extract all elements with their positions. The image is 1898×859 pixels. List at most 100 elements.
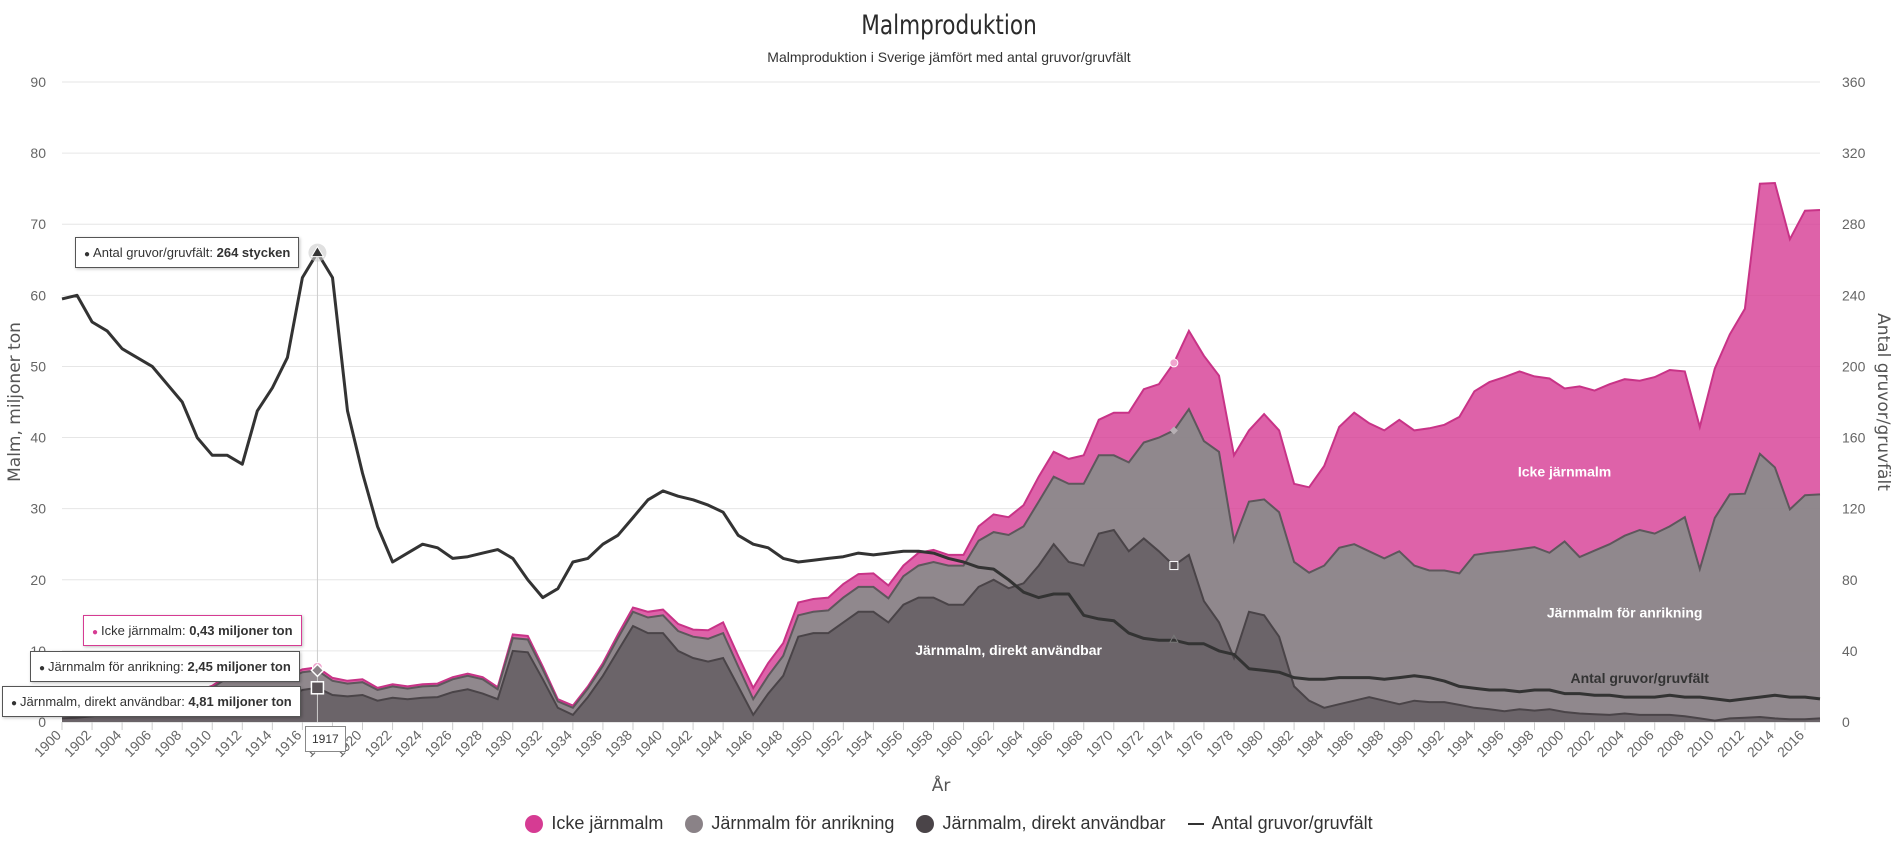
x-tick-label: 1950: [782, 727, 815, 760]
x-tick-label: 1930: [482, 727, 515, 760]
x-tick-label: 1900: [31, 727, 64, 760]
legend: Icke järnmalm Järnmalm för anrikning Jär…: [0, 813, 1898, 834]
y-tick-right: 40: [1842, 643, 1858, 659]
legend-label: Järnmalm, direkt användbar: [942, 813, 1166, 833]
area-label: Järnmalm för anrikning: [1547, 604, 1703, 620]
area-icke-jarnmalm[interactable]: [62, 183, 1820, 715]
x-tick-label: 1912: [211, 727, 244, 760]
chart-title: Malmproduktion: [861, 10, 1037, 41]
tooltip-bullet-icon: ●: [92, 627, 99, 638]
x-tick-label: 1956: [872, 727, 905, 760]
x-tick-label: 1932: [512, 727, 545, 760]
y-tick-right: 160: [1842, 430, 1866, 446]
legend-label: Järnmalm för anrikning: [711, 813, 895, 833]
area-label: Järnmalm, direkt användbar: [915, 642, 1102, 658]
x-tick-label: 1902: [61, 727, 94, 760]
x-tick-label: 2016: [1774, 727, 1807, 760]
area-jarnmalm-direkt[interactable]: [62, 530, 1820, 722]
legend-line-icon: [1187, 822, 1204, 825]
y-tick-left: 80: [30, 145, 46, 161]
y-tick-right: 120: [1842, 501, 1866, 517]
chart-subtitle: Malmproduktion i Sverige jämfört med ant…: [767, 49, 1131, 65]
x-tick-label: 2006: [1623, 727, 1656, 760]
x-tick-label: 1904: [91, 727, 124, 760]
x-tick-label: 1942: [662, 727, 695, 760]
legend-item-antal-gruvor[interactable]: Antal gruvor/gruvfält: [1187, 813, 1373, 834]
y-tick-left: 0: [38, 714, 46, 730]
x-tick-label: 1916: [271, 727, 304, 760]
x-tick-label: 1990: [1383, 727, 1416, 760]
area-label: Icke järnmalm: [1518, 464, 1611, 480]
x-tick-label: 1992: [1413, 727, 1446, 760]
tooltip-bullet-icon: ●: [39, 663, 46, 674]
x-tick-label: 2008: [1654, 727, 1687, 760]
y-tick-right: 200: [1842, 358, 1866, 374]
y-tick-right: 240: [1842, 287, 1866, 303]
area-label: Antal gruvor/gruvfält: [1570, 670, 1709, 686]
y-tick-left: 50: [30, 358, 46, 374]
x-tick-label: 1944: [692, 727, 725, 760]
y-tick-left: 60: [30, 287, 46, 303]
x-tick-label: 1924: [391, 727, 424, 760]
x-tick-label: 1910: [181, 727, 214, 760]
legend-item-icke-jarnmalm[interactable]: Icke järnmalm: [525, 813, 663, 834]
x-tick-label: 1908: [151, 727, 184, 760]
x-tick-label: 2004: [1593, 727, 1626, 760]
legend-item-jarnmalm-direkt[interactable]: Järnmalm, direkt användbar: [916, 813, 1166, 834]
x-tick-label: 2010: [1684, 727, 1717, 760]
legend-dot-icon: [916, 814, 935, 833]
x-tick-label: 1998: [1503, 727, 1536, 760]
tooltip-bullet-icon: ●: [84, 249, 91, 260]
y-tick-left: 70: [30, 216, 46, 232]
y-tick-right: 280: [1842, 216, 1866, 232]
hover-year-label: 1917: [305, 726, 346, 752]
x-tick-label: 1996: [1473, 727, 1506, 760]
x-tick-label: 1922: [361, 727, 394, 760]
y-tick-right: 0: [1842, 714, 1850, 730]
y-tick-right: 80: [1842, 572, 1858, 588]
tooltip-jarnmalm-anrikning: ● Järnmalm för anrikning: 2,45 miljoner t…: [30, 651, 300, 682]
x-tick-label: 1964: [992, 727, 1025, 760]
x-tick-label: 1984: [1293, 727, 1326, 760]
legend-item-jarnmalm-anrikning[interactable]: Järnmalm för anrikning: [685, 813, 894, 834]
x-tick-label: 1986: [1323, 727, 1356, 760]
line-icke-jarnmalm: [61, 181, 1821, 715]
y-tick-left: 90: [30, 74, 46, 90]
legend-label: Icke järnmalm: [551, 813, 664, 833]
x-tick-label: 1960: [932, 727, 965, 760]
x-tick-label: 1966: [1022, 727, 1055, 760]
x-tick-label: 1954: [842, 727, 875, 760]
x-tick-label: 1936: [572, 727, 605, 760]
x-tick-label: 1906: [121, 727, 154, 760]
area-jarnmalm-anrikning[interactable]: [62, 409, 1820, 721]
x-tick-label: 2000: [1533, 727, 1566, 760]
tooltip-icke-jarnmalm: ● Icke järnmalm: 0,43 miljoner ton: [83, 615, 302, 646]
legend-label: Antal gruvor/gruvfält: [1211, 813, 1373, 833]
hover-marker-square: [310, 681, 325, 695]
x-tick-label: 2002: [1563, 727, 1596, 760]
legend-dot-icon: [685, 814, 704, 833]
tooltip-jarnmalm-direkt: ● Järnmalm, direkt användbar: 4,81 miljon…: [2, 686, 301, 717]
y-tick-left: 30: [30, 501, 46, 517]
x-tick-label: 1968: [1053, 727, 1086, 760]
x-tick-label: 1914: [241, 727, 274, 760]
x-tick-label: 1952: [812, 727, 845, 760]
y-axis-title-left: Malm, miljoner ton: [5, 322, 25, 482]
hover-marker-triangle: [310, 245, 325, 258]
y-tick-left: 20: [30, 572, 46, 588]
x-tick-label: 1970: [1083, 727, 1116, 760]
x-tick-label: 1934: [542, 727, 575, 760]
x-tick-label: 1994: [1443, 727, 1476, 760]
marker-diamond: [1169, 426, 1178, 435]
x-tick-label: 1928: [451, 727, 484, 760]
x-tick-label: 1974: [1143, 727, 1176, 760]
y-axis-title-right: Antal gruvor/gruvfält: [1873, 313, 1893, 491]
x-tick-label: 2014: [1744, 727, 1777, 760]
line-antal-gruvor[interactable]: [61, 251, 1821, 703]
tooltip-antal-gruvor: ● Antal gruvor/gruvfält: 264 stycken: [75, 237, 300, 268]
line-jarnmalm-anrikning: [61, 407, 1821, 716]
x-tick-label: 1978: [1203, 727, 1236, 760]
line-jarnmalm-direkt: [61, 528, 1821, 722]
x-tick-label: 1976: [1173, 727, 1206, 760]
